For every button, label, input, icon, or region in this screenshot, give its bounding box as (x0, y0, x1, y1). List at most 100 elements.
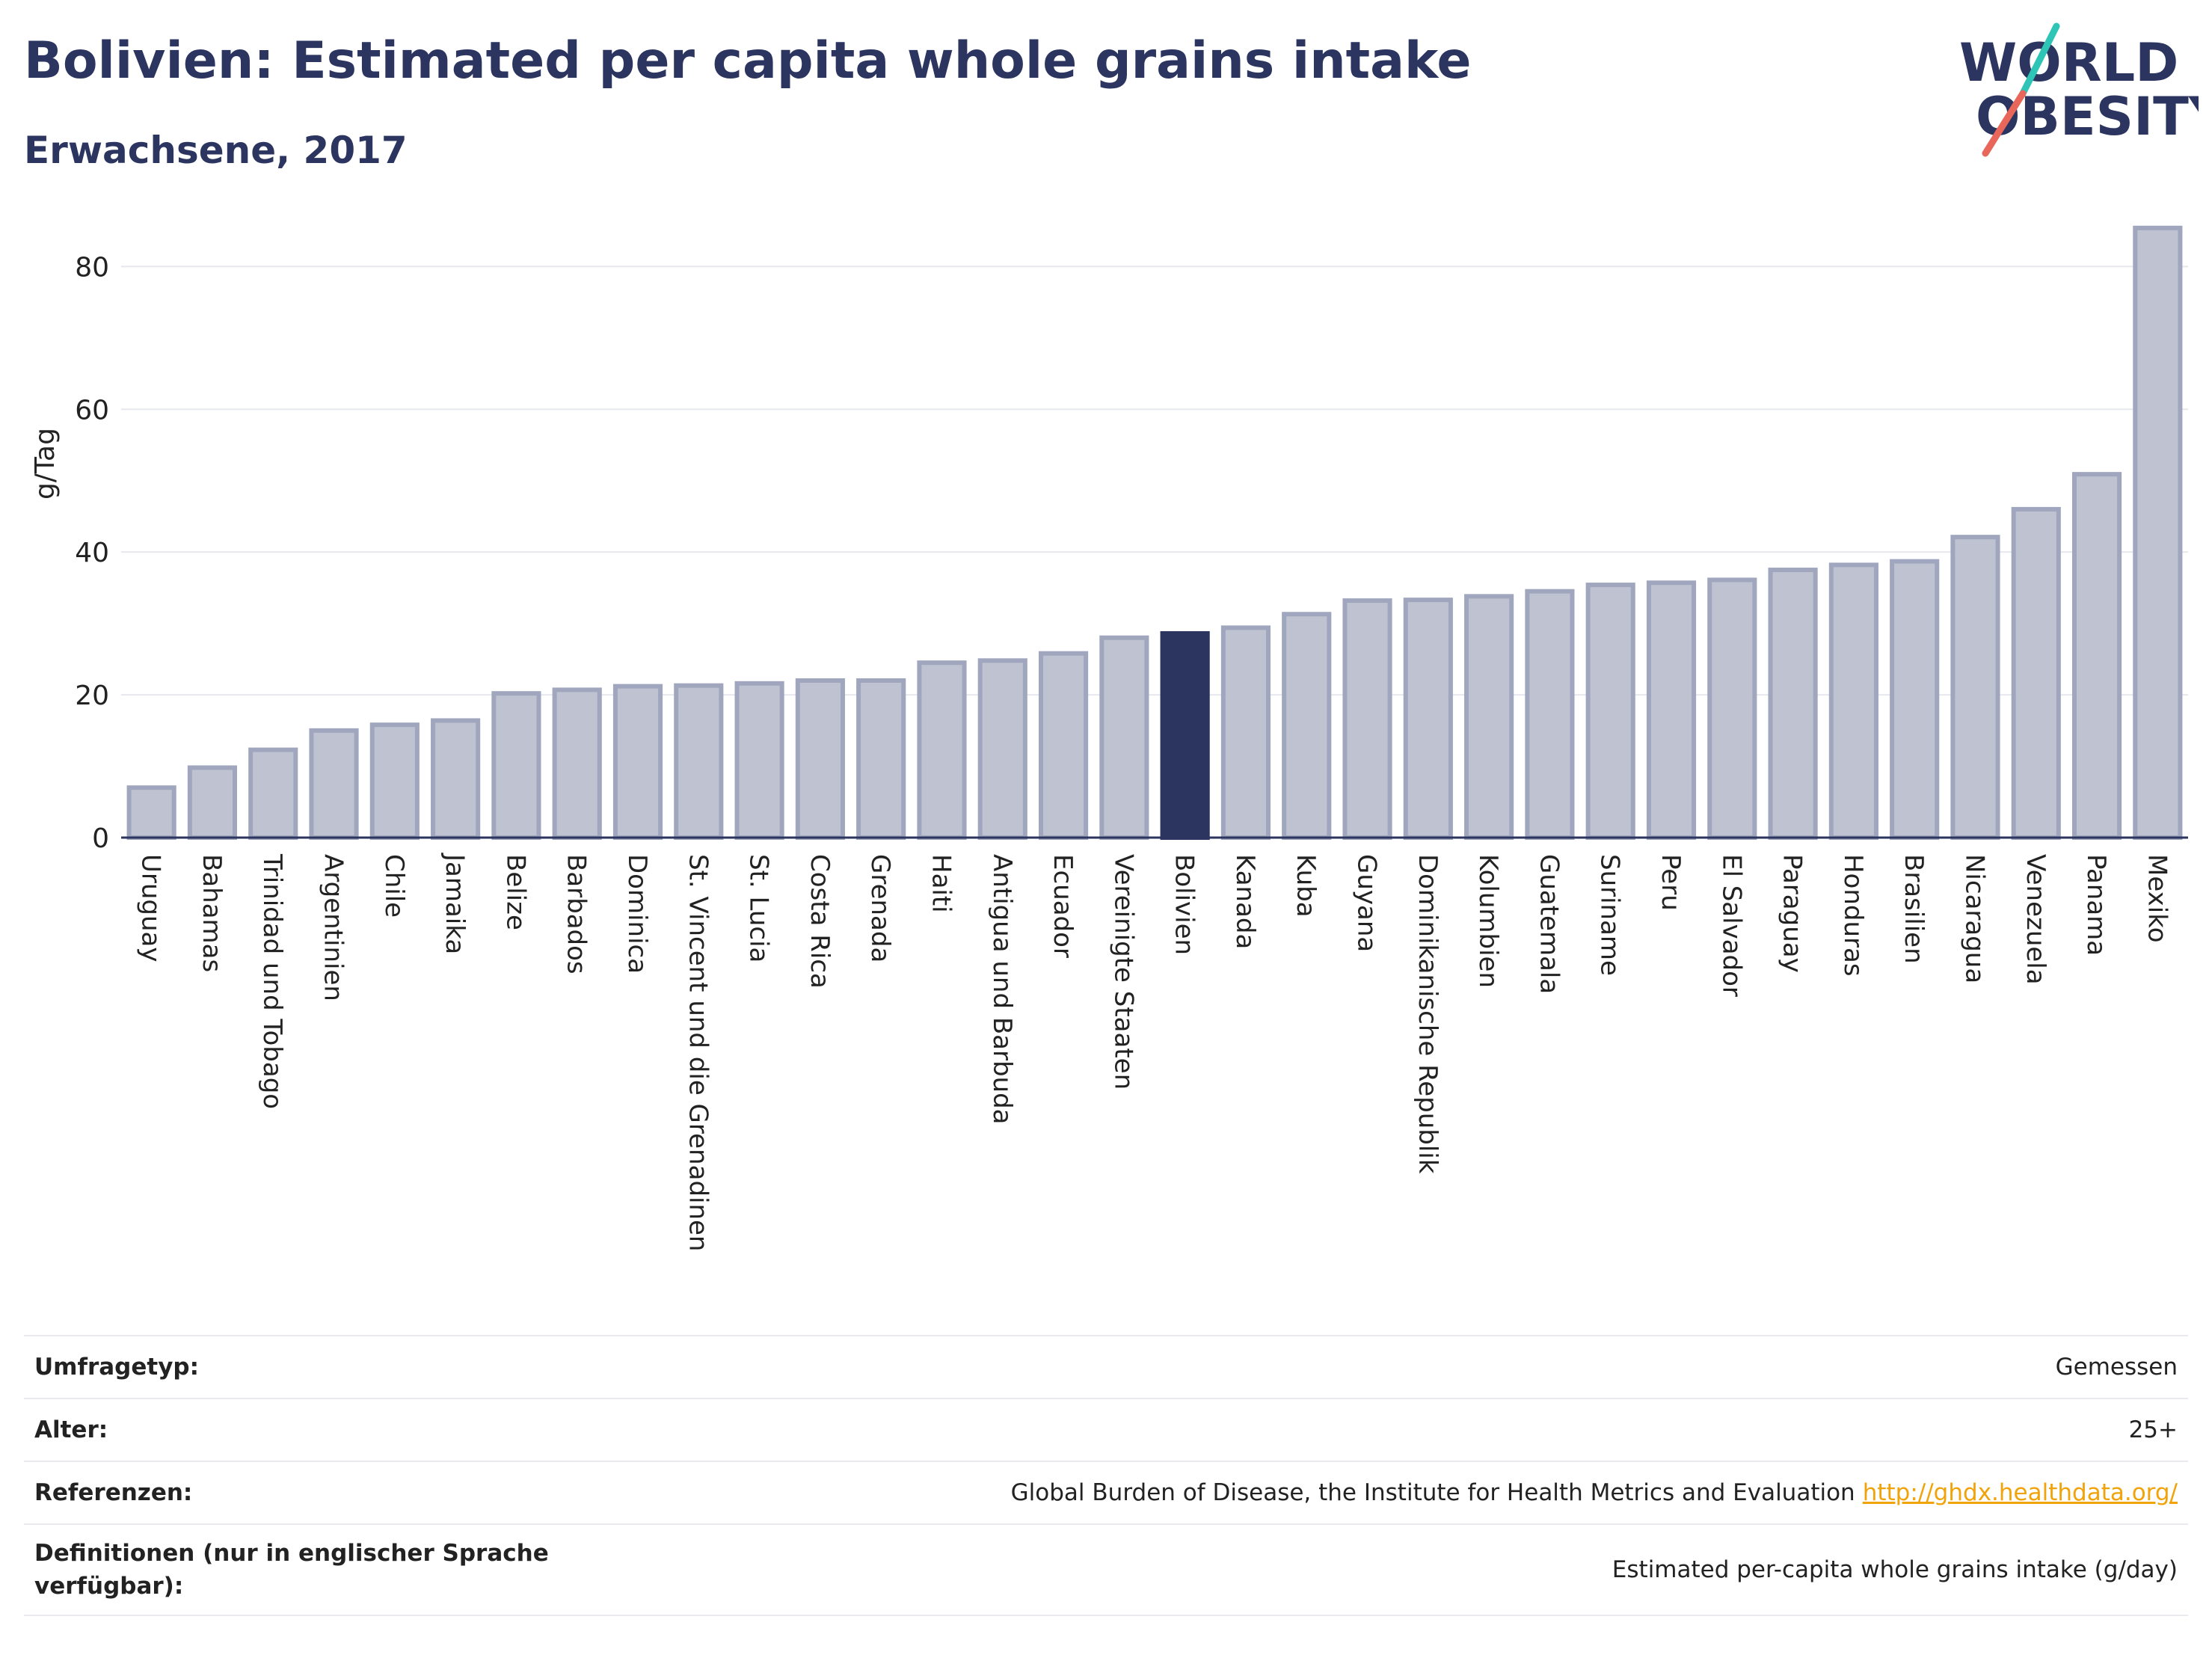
bar[interactable] (734, 681, 784, 840)
bar[interactable] (431, 718, 481, 840)
y-tick-label: 20 (75, 681, 109, 711)
info-label: Alter: (34, 1416, 108, 1443)
x-tick-label: Grenada (865, 854, 895, 962)
x-tick-label: Paraguay (1778, 854, 1807, 973)
y-axis-label: g/Tag (30, 428, 61, 500)
bar[interactable] (1707, 577, 1757, 841)
bar[interactable] (2133, 225, 2183, 841)
bar[interactable] (2071, 472, 2122, 840)
chart-title: Bolivien: Estimated per capita whole gra… (24, 31, 1472, 90)
y-tick-label: 60 (75, 395, 109, 426)
x-tick-label: Jamaika (440, 853, 470, 954)
bar[interactable] (126, 785, 176, 841)
logo-line-2: OBESITY (1976, 86, 2199, 147)
bar[interactable] (1525, 589, 1575, 840)
x-tick-label: Antigua und Barbuda (987, 854, 1017, 1125)
info-row-survey-type: Umfragetyp: Gemessen (24, 1335, 2188, 1398)
x-tick-label: Brasilien (1899, 854, 1929, 964)
x-tick-label: Dominikanische Republik (1413, 854, 1443, 1174)
x-tick-label: Nicaragua (1959, 854, 1989, 983)
bar[interactable] (674, 683, 724, 840)
bar[interactable] (1220, 625, 1271, 840)
bar-highlighted[interactable] (1160, 631, 1210, 840)
x-tick-label: Haiti (926, 854, 956, 913)
y-tick-label: 80 (75, 252, 109, 283)
bar[interactable] (552, 687, 602, 841)
bar[interactable] (917, 660, 967, 840)
bar[interactable] (1950, 535, 2000, 840)
bar[interactable] (1828, 562, 1878, 840)
x-tick-label: Dominica (622, 854, 652, 974)
x-tick-label: Peru (1656, 854, 1686, 911)
bar[interactable] (1342, 598, 1392, 840)
bar[interactable] (1890, 559, 1940, 840)
x-tick-label: Chile (379, 854, 409, 918)
bar[interactable] (187, 765, 238, 840)
logo-line-1: WORLD (1959, 32, 2178, 93)
info-value: 25+ (2128, 1416, 2178, 1443)
reference-link[interactable]: http://ghdx.healthdata.org/ (1862, 1479, 2178, 1506)
logo-slash-coral (1982, 90, 2027, 157)
x-tick-label: Bolivien (1170, 854, 1199, 955)
info-value: Gemessen (2055, 1354, 2178, 1381)
x-tick-label: Honduras (1838, 854, 1868, 977)
x-tick-label: Belize (500, 854, 530, 930)
bar[interactable] (1768, 568, 1818, 841)
bar-chart: 0 20 40 60 80 Uruguay Bahamas Trinidad und Tob… (30, 225, 2188, 1252)
info-value-group: Global Burden of Disease, the Institute … (1011, 1479, 2178, 1506)
x-axis-labels: Uruguay Bahamas Trinidad und Tobago Argenti… (136, 853, 2172, 1252)
bar[interactable] (612, 684, 663, 840)
x-tick-label: Uruguay (136, 854, 166, 962)
info-label: Referenzen: (34, 1479, 193, 1506)
x-tick-label: El Salvador (1716, 854, 1746, 997)
bar[interactable] (1282, 612, 1332, 841)
bar[interactable] (977, 658, 1027, 840)
x-tick-label: Guatemala (1534, 854, 1564, 994)
bar[interactable] (795, 678, 845, 840)
x-tick-label: St. Vincent und die Grenadinen (683, 854, 713, 1252)
info-row-definitions: Definitionen (nur in englischer Sprache … (24, 1523, 2188, 1616)
bar[interactable] (1646, 580, 1697, 841)
bar[interactable] (309, 728, 359, 840)
x-tick-label: Barbados (562, 854, 592, 974)
bar[interactable] (491, 691, 541, 840)
bar[interactable] (248, 747, 298, 840)
world-obesity-logo[interactable]: WORLD OBESITY (1944, 22, 2199, 161)
x-tick-label: Argentinien (319, 854, 348, 1001)
bar[interactable] (1403, 598, 1453, 840)
info-value: Estimated per-capita whole grains intake… (1612, 1556, 2178, 1583)
y-tick-label: 40 (75, 538, 109, 568)
x-tick-label: Kanada (1230, 854, 1260, 949)
bar[interactable] (856, 678, 906, 840)
x-tick-label: Kuba (1291, 854, 1321, 918)
info-table: Umfragetyp: Gemessen Alter: 25+ Referenz… (24, 1335, 2188, 1616)
bar[interactable] (1038, 651, 1089, 841)
y-tick-label: 0 (92, 823, 109, 854)
x-tick-label: Kolumbien (1473, 854, 1503, 988)
info-row-age: Alter: 25+ (24, 1398, 2188, 1461)
reference-text: Global Burden of Disease, the Institute … (1010, 1479, 1855, 1506)
info-label: Definitionen (nur in englischer Sprache … (34, 1540, 549, 1600)
logo-slash-teal (2019, 22, 2060, 97)
y-axis-ticks: 0 20 40 60 80 (75, 252, 109, 854)
bars (126, 225, 2183, 841)
x-tick-label: Ecuador (1048, 854, 1078, 958)
info-label: Umfragetyp: (34, 1354, 199, 1381)
x-tick-label: Bahamas (197, 854, 227, 972)
bar[interactable] (1099, 635, 1149, 841)
bar[interactable] (1464, 594, 1514, 840)
x-tick-label: Trinidad und Tobago (257, 853, 287, 1109)
bar[interactable] (2011, 506, 2061, 840)
x-tick-label: St. Lucia (744, 854, 774, 962)
x-tick-label: Costa Rica (805, 854, 835, 989)
x-tick-label: Guyana (1352, 854, 1382, 952)
x-tick-label: Suriname (1595, 854, 1625, 976)
info-row-references: Referenzen: Global Burden of Disease, th… (24, 1461, 2188, 1523)
bar[interactable] (369, 722, 420, 840)
chart-subtitle: Erwachsene, 2017 (24, 129, 408, 172)
x-tick-label: Vereinigte Staaten (1108, 854, 1138, 1090)
x-tick-label: Panama (2081, 854, 2111, 956)
x-tick-label: Venezuela (2021, 854, 2050, 985)
x-tick-label: Mexiko (2142, 854, 2172, 943)
bar[interactable] (1585, 583, 1635, 840)
